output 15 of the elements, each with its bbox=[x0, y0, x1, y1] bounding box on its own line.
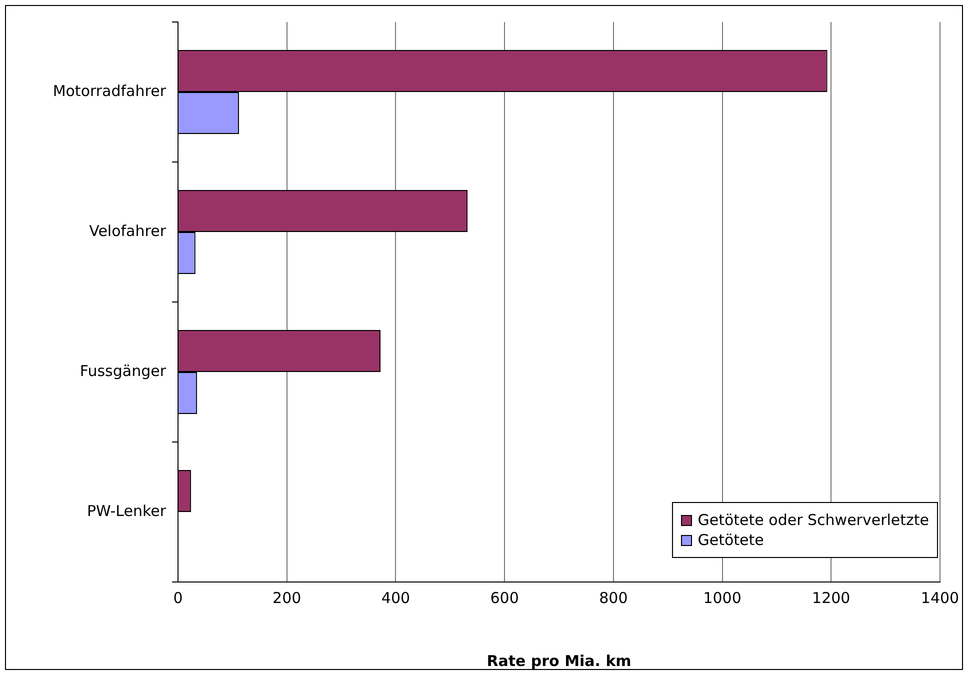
x-tick-label: 600 bbox=[490, 588, 519, 607]
x-tick-label: 1200 bbox=[812, 588, 850, 607]
x-tick-label: 1000 bbox=[703, 588, 742, 607]
y-tick-label: PW-Lenker bbox=[86, 502, 167, 520]
y-tick-label: Motorradfahrer bbox=[52, 82, 167, 100]
x-axis-title: Rate pro Mia. km bbox=[486, 652, 632, 670]
x-tick-label: 0 bbox=[173, 588, 183, 607]
legend-label: Getötete bbox=[698, 531, 764, 549]
x-tick-label: 1400 bbox=[920, 588, 960, 607]
x-tick-label: 400 bbox=[381, 588, 410, 607]
y-tick-label: Fussgänger bbox=[80, 362, 167, 380]
legend-label: Getötete oder Schwerverletzte bbox=[698, 511, 929, 529]
x-tick-label: 200 bbox=[272, 588, 302, 607]
x-tick-label: 800 bbox=[599, 588, 628, 607]
y-tick-label: Velofahrer bbox=[89, 222, 167, 240]
